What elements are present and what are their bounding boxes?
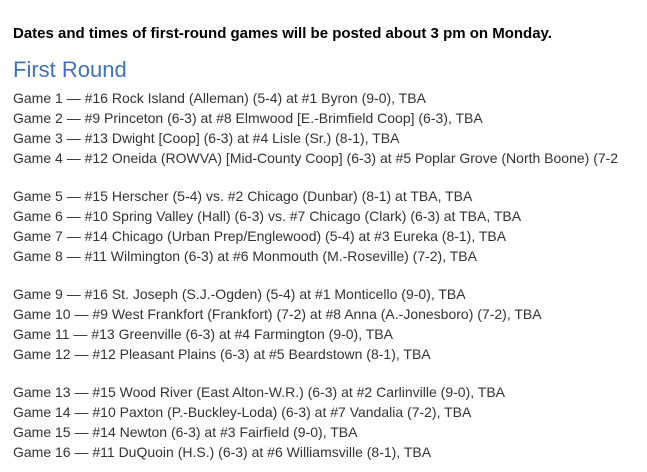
game-line: Game 10 — #9 West Frankfort (Frankfort) … bbox=[13, 306, 542, 322]
game-line: Game 5 — #15 Herscher (5-4) vs. #2 Chica… bbox=[13, 188, 473, 204]
game-line: Game 4 — #12 Oneida (ROWVA) [Mid-County … bbox=[13, 150, 619, 166]
notice-text: Dates and times of first-round games wil… bbox=[13, 25, 552, 42]
game-line: Game 1 — #16 Rock Island (Alleman) (5-4)… bbox=[13, 90, 426, 106]
game-line: Game 12 — #12 Pleasant Plains (6-3) at #… bbox=[13, 346, 431, 362]
page-content: Dates and times of first-round games wil… bbox=[13, 25, 647, 462]
game-line: Game 15 — #14 Newton (6-3) at #3 Fairfie… bbox=[13, 424, 358, 440]
game-line: Game 6 — #10 Spring Valley (Hall) (6-3) … bbox=[13, 208, 522, 224]
game-line: Game 3 — #13 Dwight [Coop] (6-3) at #4 L… bbox=[13, 130, 400, 146]
game-line: Game 14 — #10 Paxton (P.-Buckley-Loda) (… bbox=[13, 404, 472, 420]
game-line: Game 7 — #14 Chicago (Urban Prep/Englewo… bbox=[13, 228, 507, 244]
game-group-4: Game 13 — #15 Wood River (East Alton-W.R… bbox=[13, 382, 647, 462]
game-line: Game 11 — #13 Greenville (6-3) at #4 Far… bbox=[13, 326, 393, 342]
game-line: Game 2 — #9 Princeton (6-3) at #8 Elmwoo… bbox=[13, 110, 483, 126]
game-line: Game 8 — #11 Wilmington (6-3) at #6 Monm… bbox=[13, 248, 477, 264]
game-group-3: Game 9 — #16 St. Joseph (S.J.-Ogden) (5-… bbox=[13, 284, 647, 364]
game-group-1: Game 1 — #16 Rock Island (Alleman) (5-4)… bbox=[13, 88, 647, 168]
game-line: Game 16 — #11 DuQuoin (H.S.) (6-3) at #6… bbox=[13, 444, 432, 460]
game-line: Game 9 — #16 St. Joseph (S.J.-Ogden) (5-… bbox=[13, 286, 466, 302]
game-line: Game 13 — #15 Wood River (East Alton-W.R… bbox=[13, 384, 505, 400]
game-group-2: Game 5 — #15 Herscher (5-4) vs. #2 Chica… bbox=[13, 186, 647, 266]
first-round-heading: First Round bbox=[13, 57, 127, 82]
